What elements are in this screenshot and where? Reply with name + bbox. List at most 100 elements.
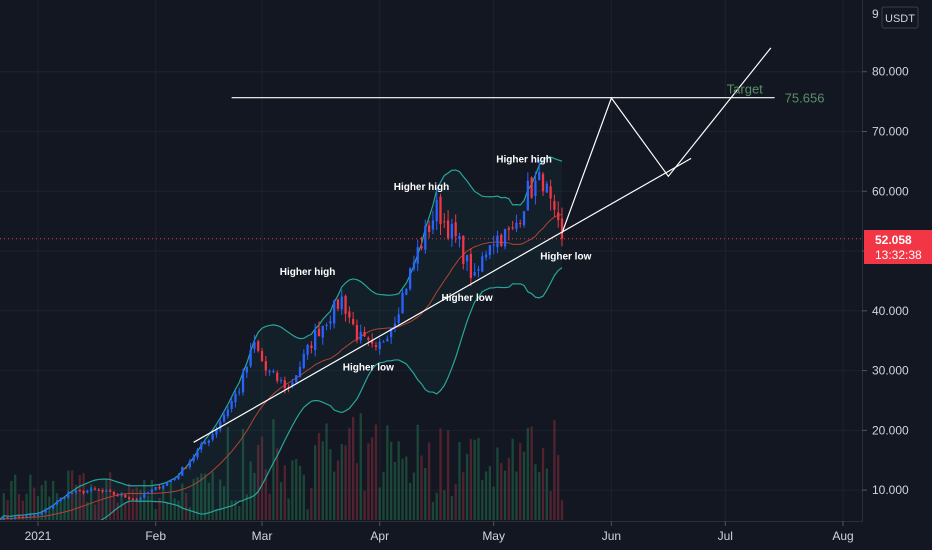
volume-bar [424,467,427,520]
price-tick-label: 10.000 [872,483,909,497]
current-price-badge: 52.058 13:32:38 [864,230,932,264]
candle-body [108,490,112,492]
candle-body [401,292,404,314]
volume-bar [253,472,256,520]
candle-body [424,225,427,250]
candle-body [241,372,245,393]
volume-bar [63,497,66,520]
volume-bar [344,445,347,520]
volume-bar [515,471,518,520]
candle-body [557,212,560,220]
volume-bar [40,485,43,520]
volume-bar [165,501,169,520]
candle-body [519,223,522,225]
candle-body [162,485,165,489]
candle-body [488,245,491,256]
candle-body [264,361,267,371]
volume-bar [264,469,267,520]
candle-body [169,480,173,483]
volume-bar [348,427,351,520]
volume-bar [249,461,252,520]
volume-bar [279,482,283,520]
candle-body [59,497,62,501]
candle-body [314,329,317,351]
volume-bar [287,498,290,520]
candle-body [481,256,484,272]
volume-bar [162,488,165,520]
candle-body [473,272,476,276]
candle-body [219,421,222,430]
candle-body [420,246,423,249]
volume-bar [219,479,222,520]
candle-body [549,186,552,199]
volume-bar [458,442,461,520]
band-upper-line [0,156,563,520]
candle-body [393,323,397,327]
volume-bar [55,493,59,520]
volume-bar [401,458,404,520]
candle-body [295,375,298,383]
candle-body [2,517,5,520]
trendline [193,157,692,443]
candle-body [302,353,305,368]
volume-bar [6,500,9,520]
volume-bar [124,503,127,520]
volume-bar [44,480,47,520]
volume-bar [420,455,423,520]
price-tick-label: 60.000 [872,184,909,198]
volume-bar [450,495,454,520]
volume-bar [439,428,442,520]
candle-body [291,382,294,386]
candle-body [462,235,465,264]
candle-body [416,247,419,264]
volume-bar [473,439,476,520]
time-tick-label: Feb [145,529,166,543]
candle-body [29,515,32,517]
candle-body [408,268,412,289]
volume-bar [158,498,161,520]
currency-badge[interactable]: USDT [881,6,919,29]
volume-bar [131,489,135,520]
volume-bar [33,487,36,520]
volume-bar [52,480,55,520]
volume-bar [553,420,556,520]
volume-bar [488,466,491,520]
volume-bar [59,502,62,520]
candle-body [465,254,469,262]
candle-body [378,341,381,349]
annotations: Target 75.656 Higher high Higher high Higher… [280,82,825,374]
candle-body [124,494,127,498]
volume-bar [10,480,13,520]
candle-body [33,515,36,517]
candle-body [120,494,123,496]
time-axis[interactable]: 2021 Feb Mar Apr May Jun Jul Aug [25,521,854,543]
volume-bar [336,460,340,520]
pattern-annotation: Higher high [496,155,552,166]
candle-body [276,372,279,381]
volume-bar [17,494,21,520]
volume-bar [545,468,548,520]
candle-body [67,492,70,498]
volume-bar [298,465,302,520]
candle-body [427,225,431,232]
candle-body [196,450,199,458]
candle-body [336,299,340,309]
volume-bar [481,480,484,520]
candle-body [405,288,408,295]
candle-body [355,324,359,341]
price-axis-top-partial-label: 9 [872,7,879,21]
volume-bar [291,460,294,520]
volume-bar [177,500,180,520]
volume-bar [340,443,343,520]
candle-body [150,489,154,493]
volume-bar [317,433,321,520]
candle-body [515,222,518,229]
plot-area[interactable] [0,47,862,529]
candle-body [188,461,192,468]
volume-bar [333,471,336,520]
volume-bar [207,482,210,520]
candle-body [234,393,237,403]
candle-body [71,492,74,494]
volume-bar [393,461,397,520]
